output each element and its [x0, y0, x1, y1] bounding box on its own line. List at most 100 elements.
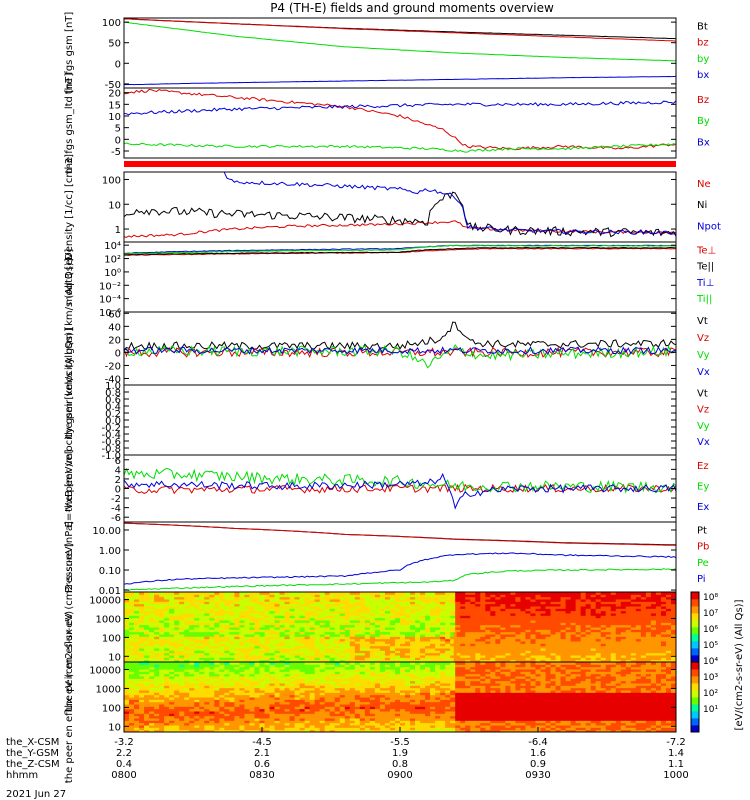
heatmap-cell [274, 685, 281, 689]
heatmap-cell [545, 659, 552, 663]
heatmap-cell [234, 624, 240, 628]
heatmap-cell [214, 678, 220, 682]
heatmap-cell [164, 659, 170, 663]
heatmap-cell [460, 659, 466, 663]
heatmap-cell [570, 650, 577, 654]
heatmap-cell [349, 641, 356, 644]
heatmap-cell [635, 645, 642, 649]
heatmap-cell [349, 662, 356, 665]
heatmap-cell [400, 634, 406, 637]
heatmap-cell [605, 606, 612, 609]
heatmap-cell [249, 643, 255, 647]
heatmap-cell [480, 650, 486, 654]
heatmap-cell [344, 664, 351, 668]
heatmap-cell [505, 631, 511, 635]
heatmap-cell [379, 592, 386, 595]
heatmap-cell [229, 620, 235, 623]
heatmap-cell [219, 718, 225, 721]
heatmap-cell [339, 692, 346, 696]
y-tick-label: 0.01 [99, 586, 121, 597]
heatmap-cell [254, 706, 260, 710]
heatmap-cell [455, 599, 461, 602]
heatmap-cell [515, 659, 521, 663]
heatmap-cell [169, 673, 175, 677]
heatmap-cell [359, 617, 366, 621]
heatmap-cell [640, 659, 647, 663]
heatmap-cell [179, 683, 185, 686]
heatmap-cell [264, 662, 271, 665]
panel-frame [123, 87, 677, 159]
heatmap-cell [254, 592, 260, 595]
heatmap-cell [465, 652, 471, 656]
heatmap-cell [174, 624, 180, 628]
heatmap-cell [550, 613, 557, 616]
heatmap-cell [229, 645, 235, 649]
heatmap-cell [339, 671, 346, 675]
heatmap-cell [284, 662, 291, 665]
heatmap-cell [239, 638, 245, 642]
heatmap-cell [309, 678, 316, 682]
heatmap-cell [234, 664, 240, 668]
heatmap-cell [645, 613, 652, 616]
heatmap-cell [234, 601, 240, 605]
heatmap-cell [324, 713, 331, 717]
heatmap-cell [244, 708, 250, 712]
heatmap-cell [515, 603, 521, 607]
heatmap-cell [259, 608, 266, 612]
heatmap-cell [294, 610, 301, 614]
heatmap-cell [580, 645, 587, 649]
heatmap-cell [134, 715, 140, 719]
heatmap-cell [425, 638, 431, 642]
heatmap-cell [284, 617, 291, 621]
heatmap-cell [575, 613, 582, 616]
heatmap-cell [234, 701, 240, 705]
heatmap-cell [154, 608, 160, 612]
legend-label-bx: bx [697, 70, 709, 81]
heatmap-cell [314, 603, 321, 607]
heatmap-cell [555, 648, 562, 651]
heatmap-cell [460, 596, 466, 600]
heatmap-cell [605, 596, 612, 600]
heatmap-cell [229, 638, 235, 642]
heatmap-cell [545, 641, 552, 644]
heatmap-cell [515, 648, 521, 651]
heatmap-cell [229, 648, 235, 651]
heatmap-cell [169, 648, 175, 651]
heatmap-cell [495, 652, 501, 656]
heatmap-cell [364, 715, 371, 719]
heatmap-cell [645, 643, 652, 647]
heatmap-cell [420, 648, 426, 651]
heatmap-cell [359, 729, 366, 733]
heatmap-cell [329, 631, 336, 635]
heatmap-cell [239, 596, 245, 600]
heatmap-cell [354, 662, 361, 665]
heatmap-cell [495, 610, 501, 614]
heatmap-cell [274, 671, 281, 675]
heatmap-cell [580, 659, 587, 663]
heatmap-cell [595, 603, 602, 607]
heatmap-cell [440, 613, 446, 616]
heatmap-cell [425, 659, 431, 663]
heatmap-cell [595, 636, 602, 640]
heatmap-cell [244, 652, 250, 656]
heatmap-cell [139, 692, 145, 696]
heatmap-cell [134, 673, 140, 677]
heatmap-cell [189, 652, 195, 656]
heatmap-cell [660, 613, 667, 616]
heatmap-cell [294, 671, 301, 675]
heatmap-cell [129, 596, 135, 600]
heatmap-cell [565, 596, 572, 600]
heatmap-cell [460, 648, 466, 651]
heatmap-cell [329, 690, 336, 693]
heatmap-cell [284, 634, 291, 637]
heatmap-cell [374, 606, 381, 609]
heatmap-cell [259, 631, 266, 635]
heatmap-cell [660, 638, 667, 642]
heatmap-cell [354, 594, 361, 598]
heatmap-cell [450, 617, 456, 621]
heatmap-cell [400, 620, 406, 623]
heatmap-cell [224, 659, 230, 663]
heatmap-cell [465, 603, 471, 607]
heatmap-cell [625, 622, 632, 626]
heatmap-cell [359, 650, 366, 654]
